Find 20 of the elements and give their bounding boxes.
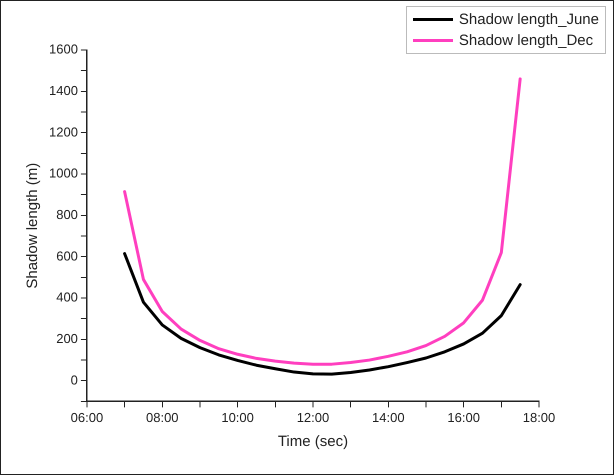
x-tick-label: 14:00 (372, 410, 405, 425)
y-tick-label: 600 (56, 248, 78, 264)
legend-label: Shadow length_Dec (458, 31, 594, 51)
x-tick-label: 08:00 (146, 410, 179, 425)
legend-label: Shadow length_June (458, 10, 599, 30)
x-tick-label: 18:00 (522, 410, 556, 425)
x-tick-label: 12:00 (296, 410, 330, 425)
x-tick-label: 06:00 (70, 410, 104, 425)
y-tick-label: 1200 (49, 124, 78, 140)
x-tick-label: 16:00 (447, 410, 480, 425)
y-tick-label: 1600 (49, 42, 78, 57)
y-tick-label: 1400 (49, 82, 78, 98)
y-tick-label: 1000 (49, 166, 78, 181)
y-tick-label: 0 (70, 372, 78, 388)
y-tick-label: 200 (56, 330, 78, 346)
y-tick-label: 400 (56, 290, 78, 305)
x-axis-title: Time (sec) (278, 433, 348, 450)
y-tick-label: 800 (56, 206, 78, 222)
x-tick-label: 10:00 (221, 410, 254, 425)
y-axis-title: Shadow length (m) (24, 162, 42, 289)
